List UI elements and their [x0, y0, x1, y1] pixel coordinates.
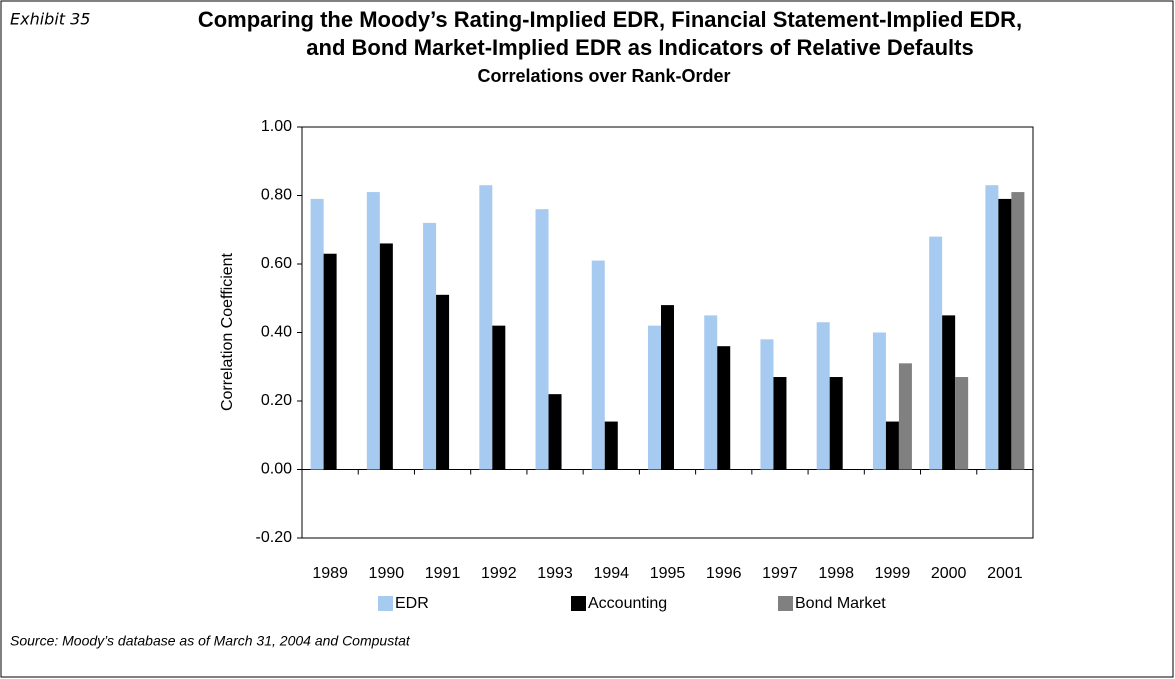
- bar: [1011, 192, 1025, 470]
- x-tick-label: 1991: [425, 565, 461, 582]
- y-tick-label: 1.00: [261, 118, 292, 135]
- bar: [760, 339, 774, 470]
- bar: [942, 315, 956, 470]
- bar: [872, 332, 886, 470]
- bar: [885, 421, 899, 470]
- x-tick-label: 1993: [537, 565, 573, 582]
- bar: [310, 198, 324, 470]
- x-tick-label: 1998: [818, 565, 854, 582]
- bar: [479, 185, 493, 470]
- x-tick-label: 1989: [312, 565, 348, 582]
- legend-swatch: [378, 596, 393, 611]
- bar: [379, 243, 393, 470]
- bar: [548, 394, 562, 470]
- x-tick-label: 1994: [593, 565, 629, 582]
- x-tick-label: 2001: [987, 565, 1023, 582]
- exhibit-label: Exhibit 35: [10, 10, 90, 29]
- x-tick-label: 1990: [369, 565, 405, 582]
- bar: [423, 222, 437, 470]
- bar: [998, 198, 1012, 470]
- bar: [323, 253, 337, 470]
- legend-swatch: [571, 596, 586, 611]
- bar: [661, 305, 674, 470]
- legend-label: Bond Market: [795, 595, 886, 612]
- y-tick-label: 0.80: [261, 187, 292, 204]
- x-tick-label: 1992: [481, 565, 517, 582]
- source-note: Source: Moody’s database as of March 31,…: [10, 633, 411, 649]
- x-tick-label: 2000: [931, 565, 967, 582]
- legend-label: EDR: [395, 595, 429, 612]
- y-axis-label: Correlation Coefficient: [219, 252, 236, 411]
- y-tick-label: 0.00: [261, 461, 292, 478]
- bar: [704, 315, 718, 470]
- bar: [366, 192, 380, 470]
- y-tick-label: -0.20: [256, 529, 293, 546]
- bar: [829, 377, 843, 470]
- bar: [898, 363, 912, 470]
- x-tick-label: 1997: [762, 565, 798, 582]
- bar: [717, 346, 731, 470]
- bar: [604, 421, 618, 470]
- bar: [985, 185, 999, 470]
- legend-swatch: [778, 596, 793, 611]
- y-tick-label: 0.60: [261, 255, 292, 272]
- bar: [535, 209, 549, 470]
- y-tick-label: 0.20: [261, 392, 292, 409]
- chart-title: Comparing the Moody’s Rating-Implied EDR…: [198, 7, 1022, 32]
- x-tick-label: 1995: [650, 565, 686, 582]
- y-tick-label: 0.40: [261, 324, 292, 341]
- x-tick-label: 1996: [706, 565, 742, 582]
- bar: [436, 294, 450, 470]
- legend-label: Accounting: [588, 595, 667, 612]
- bar: [492, 325, 506, 470]
- bar: [591, 260, 605, 470]
- bar: [955, 377, 969, 470]
- chart-title: and Bond Market-Implied EDR as Indicator…: [306, 35, 973, 60]
- bar: [648, 325, 661, 470]
- bar: [773, 377, 787, 470]
- x-tick-label: 1999: [875, 565, 911, 582]
- chart-subtitle: Correlations over Rank-Order: [477, 66, 730, 86]
- bar: [816, 322, 830, 470]
- bar: [929, 236, 943, 470]
